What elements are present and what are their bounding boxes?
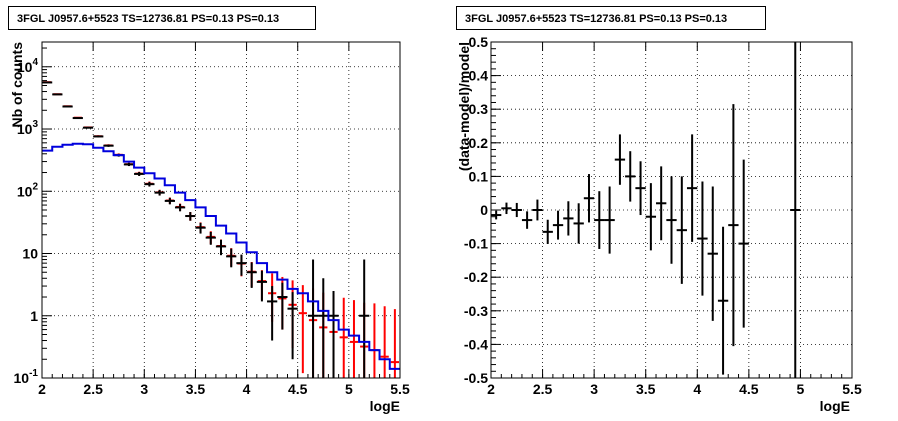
y-tick-label: 0.2 (469, 135, 489, 151)
y-tick-label: -0.1 (464, 236, 488, 252)
x-tick-label: 2 (38, 381, 46, 397)
y-tick-label: 103 (17, 119, 39, 137)
y-tick-label: 0.3 (469, 101, 489, 117)
x-tick-label: 3 (590, 381, 598, 397)
x-tick-label: 4 (693, 381, 701, 397)
x-tick-label: 5 (345, 381, 353, 397)
y-tick-label: 102 (17, 181, 39, 199)
y-tick-label: 10 (22, 246, 38, 262)
y-axis-title: Nb of counts (9, 42, 25, 128)
counts-chart: 2 2.5 3 3.5 4 4.5 5 5.5 10-1 1 10 102 103 104 logE Nb o… (9, 41, 410, 414)
y-tick-label: -0.2 (464, 269, 488, 285)
source-model-histogram (42, 142, 400, 370)
x-tick-label: 4.5 (739, 381, 759, 397)
y-tick-label: 0 (480, 202, 488, 218)
x-tick-label: 3.5 (186, 381, 206, 397)
x-axis-title: logE (370, 398, 400, 414)
x-tick-label: 2.5 (83, 381, 103, 397)
x-tick-label: 5.5 (842, 381, 862, 397)
x-tick-label: 2.5 (533, 381, 553, 397)
y-tick-label: 10-1 (14, 368, 39, 386)
x-tick-label: 5.5 (390, 381, 410, 397)
plot-frame (41, 41, 401, 379)
x-axis-title: logE (820, 398, 850, 414)
residuals-chart-title: 3FGL J0957.6+5523 TS=12736.81 PS=0.13 PS… (456, 6, 766, 30)
x-tick-label: 2 (487, 381, 495, 397)
residuals-chart: 2 2.5 3 3.5 4 4.5 5 5.5 -0.5 -0.4 -0.3 -0.2 -0.1 0 0.1… (456, 34, 862, 414)
counts-panel: 3FGL J0957.6+5523 TS=12736.81 PS=0.13 PS… (8, 6, 410, 414)
y-tick-label: 104 (17, 57, 39, 75)
x-tick-label: 4 (243, 381, 251, 397)
y-tick-label: -0.3 (464, 303, 488, 319)
y-tick-label: -0.5 (464, 370, 488, 386)
y-tick-label: 1 (30, 308, 38, 324)
y-tick-label: 0.1 (469, 168, 489, 184)
y-tick-label: -0.4 (464, 336, 488, 352)
residuals-panel: 3FGL J0957.6+5523 TS=12736.81 PS=0.13 PS… (449, 0, 898, 421)
x-tick-label: 3 (140, 381, 148, 397)
x-tick-label: 4.5 (288, 381, 308, 397)
y-tick-label: 0.4 (469, 68, 489, 84)
x-tick-label: 3.5 (636, 381, 656, 397)
y-tick-label: 0.5 (469, 34, 489, 50)
x-tick-label: 5 (797, 381, 805, 397)
y-axis-title: (data-model)/model (456, 42, 472, 171)
counts-chart-title: 3FGL J0957.6+5523 TS=12736.81 PS=0.13 PS… (8, 6, 316, 30)
